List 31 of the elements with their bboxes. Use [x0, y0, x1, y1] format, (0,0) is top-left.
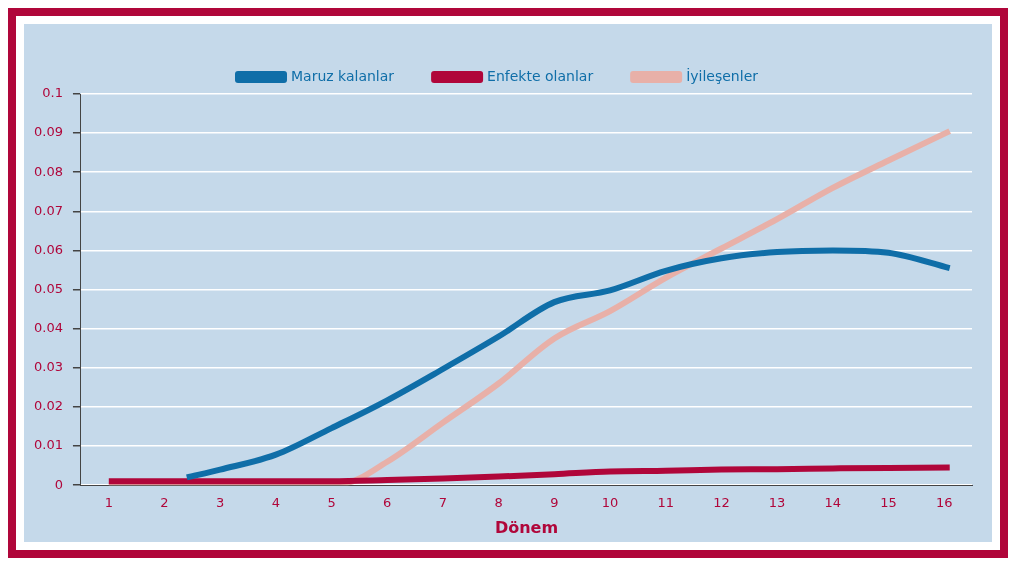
y-tick-label: 0.07 — [33, 202, 63, 218]
x-tick-label: 4 — [271, 495, 280, 511]
x-tick-label: 7 — [438, 495, 448, 511]
x-tick-label: 6 — [383, 495, 392, 511]
x-tick-label: 8 — [494, 495, 503, 511]
x-tick-label: 1 — [104, 495, 113, 511]
x-tick-label: 10 — [601, 495, 619, 511]
y-tick-label: 0.04 — [33, 320, 63, 336]
y-tick-label: 0.03 — [33, 359, 63, 375]
x-tick-label: 14 — [824, 495, 842, 511]
x-tick-label: 13 — [768, 495, 786, 511]
y-tick-label: 0 — [54, 476, 63, 492]
x-tick-label: 2 — [160, 495, 169, 511]
x-tick-label: 5 — [327, 495, 336, 511]
x-tick-label: 11 — [657, 495, 674, 511]
y-tick-label: 0.05 — [33, 280, 63, 296]
x-tick-label: 3 — [216, 495, 225, 511]
y-tick-label: 0.01 — [33, 437, 63, 453]
y-tick-label: 0.09 — [33, 124, 63, 140]
x-tick-label: 12 — [713, 495, 730, 511]
legend-label: İyileşenler — [686, 66, 759, 84]
y-tick-label: 0.02 — [33, 398, 63, 414]
legend-label: Maruz kalanlar — [291, 67, 395, 84]
x-tick-label: 9 — [550, 495, 559, 511]
y-tick-label: 0.06 — [33, 241, 63, 257]
x-tick-label: 16 — [935, 495, 953, 511]
x-axis-title: Dönem — [494, 517, 559, 537]
x-tick-label: 15 — [880, 495, 897, 511]
y-tick-label: 0.08 — [33, 163, 63, 179]
y-tick-label: 0.1 — [42, 85, 63, 101]
legend-label: Enfekte olanlar — [487, 67, 594, 84]
